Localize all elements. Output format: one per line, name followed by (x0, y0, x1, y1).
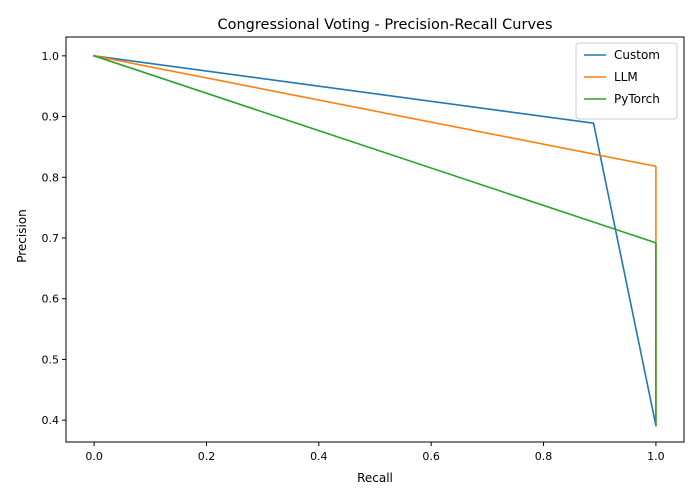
y-tick-label: 1.0 (42, 50, 60, 63)
x-tick-label: 0.0 (85, 450, 103, 463)
legend-label-custom: Custom (614, 48, 660, 62)
legend-label-llm: LLM (614, 70, 638, 84)
axes-layer: 0.0 0.2 0.4 0.6 0.8 1.0 0.4 0.5 0.6 0.7 0.8 0.9 1.0 (42, 36, 685, 463)
x-tick-label: 1.0 (647, 450, 665, 463)
y-axis-label: Precision (15, 209, 29, 263)
legend: Custom LLM PyTorch (575, 42, 678, 120)
y-tick-label: 0.9 (42, 111, 60, 124)
y-tick-label: 0.6 (42, 293, 60, 306)
x-axis-label: Recall (357, 471, 393, 485)
plot-layer (93, 54, 657, 427)
x-tick-label: 0.6 (422, 450, 440, 463)
plot-frame (65, 36, 685, 443)
y-tick-label: 0.5 (42, 353, 60, 366)
legend-label-pytorch: PyTorch (614, 92, 660, 106)
series-line-llm (93, 54, 657, 427)
x-tick-label: 0.4 (310, 450, 328, 463)
y-tick-label: 0.4 (42, 414, 60, 427)
x-tick-label: 0.2 (198, 450, 216, 463)
chart-title: Congressional Voting - Precision-Recall … (217, 17, 552, 33)
x-tick-label: 0.8 (535, 450, 553, 463)
y-tick-label: 0.8 (42, 171, 60, 184)
series-line-custom (93, 54, 657, 427)
series-line-pytorch (93, 54, 657, 427)
legend-box (575, 42, 678, 120)
y-tick-label: 0.7 (42, 232, 60, 245)
